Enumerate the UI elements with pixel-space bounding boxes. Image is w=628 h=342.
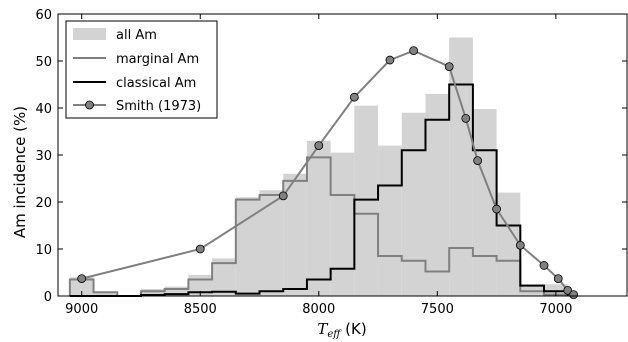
bar-all-am (69, 277, 94, 296)
y-tick-label: 30 (35, 149, 52, 164)
point-smith (473, 156, 483, 166)
bar-all-am (330, 152, 355, 296)
bar-all-am (235, 197, 260, 296)
y-tick-label: 20 (35, 196, 52, 211)
plot-area (68, 37, 579, 299)
point-smith (553, 274, 563, 284)
x-tick-label: 7500 (421, 302, 454, 317)
point-smith (385, 55, 395, 65)
bar-all-am (472, 108, 497, 296)
y-axis: 0 10 20 30 40 50 60 (35, 8, 627, 305)
legend-label-classical-am: classical Am (116, 76, 196, 91)
x-tick-label: 8000 (302, 302, 335, 317)
legend-label-all-am: all Am (116, 28, 157, 43)
point-smith (461, 113, 471, 123)
step-classical-am (69, 83, 569, 297)
point-smith (409, 46, 419, 56)
y-tick-label: 10 (35, 243, 52, 258)
bar-all-am (283, 173, 307, 296)
bar-all-am (164, 286, 189, 296)
x-axis: 9000 8500 8000 7500 7000 (65, 14, 572, 317)
bar-all-am (354, 105, 379, 297)
point-smith (278, 191, 288, 201)
point-smith (515, 240, 525, 250)
bar-all-am (306, 140, 331, 296)
point-smith (349, 92, 359, 102)
bar-all-am (425, 93, 450, 297)
point-smith (195, 244, 205, 254)
bar-all-am (140, 288, 165, 296)
bar-all-am (378, 145, 402, 296)
y-tick-label: 0 (44, 290, 52, 305)
point-smith (569, 290, 579, 299)
plot-frame (57, 13, 628, 297)
point-smith (77, 274, 87, 284)
bar-all-am (401, 112, 426, 296)
bar-all-am (259, 190, 284, 296)
point-smith (492, 204, 502, 214)
y-tick-label: 60 (35, 8, 52, 23)
step-marginal-am (68, 156, 569, 297)
y-tick-label: 40 (35, 102, 52, 117)
x-tick-label: 8500 (184, 302, 217, 317)
x-axis-label-unit: (K) (340, 320, 366, 338)
point-smith (444, 62, 454, 72)
point-smith (539, 261, 549, 270)
y-tick-label: 50 (35, 55, 52, 70)
legend: all Am marginal Am classical Am Smith (1… (65, 20, 218, 119)
bar-all-am (93, 292, 118, 296)
x-tick-label: 7000 (539, 302, 572, 317)
x-axis-label: Teff (K) (317, 320, 366, 340)
line-smith (81, 49, 575, 296)
x-axis-label-subscript: eff (327, 329, 342, 340)
y-axis-label: Am incidence (%) (11, 106, 29, 238)
x-tick-label: 9000 (65, 302, 98, 317)
bar-all-am (544, 284, 568, 296)
legend-label-marginal-am: marginal Am (116, 52, 199, 67)
legend-label-smith: Smith (1973) (116, 99, 201, 114)
x-axis-label-main: T (317, 320, 328, 338)
legend-swatch-smith-marker (85, 100, 94, 110)
legend-swatch-all-am (73, 28, 106, 40)
point-smith (314, 141, 324, 151)
bar-all-am (212, 258, 236, 296)
point-smith (563, 285, 573, 295)
bar-all-am (520, 284, 545, 296)
bar-all-am (449, 37, 473, 296)
